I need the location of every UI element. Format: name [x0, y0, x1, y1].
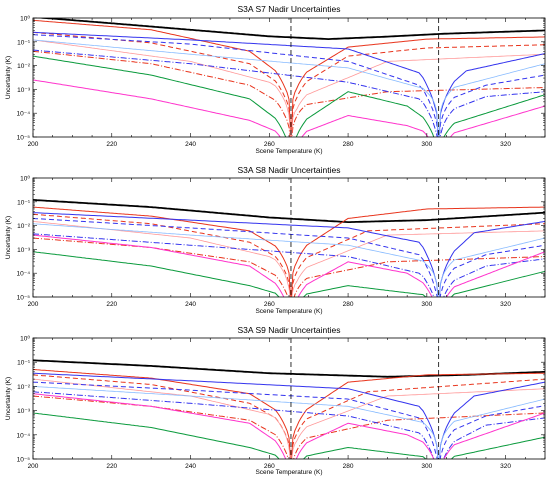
- chart-title: S3A S9 Nadir Uncertainties: [238, 325, 341, 335]
- x-tick-label: 200: [28, 463, 39, 470]
- x-tick-label: 220: [106, 301, 117, 308]
- x-tick-label: 240: [185, 463, 196, 470]
- series-line: [33, 199, 545, 223]
- x-tick-label: 240: [185, 301, 196, 308]
- y-tick-label: 10⁻³: [17, 247, 31, 254]
- y-tick-label: 10⁻⁴: [17, 432, 31, 439]
- x-axis-label: Scene Temperature (K): [255, 308, 322, 315]
- y-tick-label: 10⁰: [20, 175, 30, 183]
- x-tick-label: 320: [500, 141, 511, 148]
- y-tick-label: 10⁻⁴: [17, 271, 31, 278]
- y-tick-label: 10⁻³: [17, 87, 31, 94]
- series-group: [33, 199, 545, 297]
- series-line: [33, 251, 545, 297]
- series-line: [33, 223, 545, 297]
- x-tick-label: 260: [264, 463, 275, 470]
- series-line: [33, 18, 545, 41]
- y-tick-label: 10⁻¹: [17, 199, 31, 206]
- series-line: [33, 374, 545, 459]
- y-tick-label: 10⁻⁴: [17, 111, 31, 118]
- series-line: [33, 233, 545, 297]
- series-line: [33, 234, 545, 297]
- series-line: [33, 393, 545, 459]
- series-line: [33, 55, 545, 137]
- x-tick-label: 300: [421, 301, 432, 308]
- y-tick-label: 10⁻²: [17, 384, 31, 391]
- x-tick-label: 240: [185, 141, 196, 148]
- y-axis-label: Uncertainty (K): [5, 216, 12, 259]
- series-line: [33, 212, 545, 297]
- series-line: [33, 50, 545, 137]
- series-line: [33, 237, 545, 297]
- series-line: [33, 31, 545, 137]
- y-tick-label: 10⁻⁵: [17, 457, 31, 464]
- y-axis-label: Uncertainty (K): [5, 377, 12, 420]
- x-tick-label: 280: [343, 141, 354, 148]
- x-tick-label: 220: [106, 141, 117, 148]
- y-tick-label: 10⁻⁵: [17, 295, 31, 302]
- x-tick-label: 220: [106, 463, 117, 470]
- series-line: [33, 19, 545, 137]
- y-tick-label: 10⁰: [20, 15, 30, 23]
- series-line: [33, 34, 545, 137]
- y-tick-label: 10⁰: [20, 335, 30, 343]
- x-tick-label: 280: [343, 463, 354, 470]
- y-tick-label: 10⁻²: [17, 63, 31, 70]
- x-tick-label: 200: [28, 141, 39, 148]
- chart-title: S3A S8 Nadir Uncertainties: [238, 165, 341, 175]
- x-tick-label: 300: [421, 463, 432, 470]
- series-line: [33, 213, 545, 297]
- y-tick-label: 10⁻⁵: [17, 135, 31, 142]
- series-line: [33, 39, 545, 137]
- series-line: [33, 79, 545, 137]
- series-line: [33, 391, 545, 459]
- x-tick-label: 320: [500, 301, 511, 308]
- x-tick-label: 280: [343, 301, 354, 308]
- y-tick-label: 10⁻²: [17, 223, 31, 230]
- series-line: [33, 378, 545, 459]
- x-tick-label: 320: [500, 463, 511, 470]
- series-group: [33, 359, 545, 459]
- x-axis-label: Scene Temperature (K): [255, 148, 322, 155]
- y-tick-label: 10⁻³: [17, 408, 31, 415]
- x-tick-label: 200: [28, 301, 39, 308]
- series-line: [33, 221, 545, 297]
- chart-panel: S3A S7 Nadir Uncertainties Scene Temperat…: [5, 4, 546, 155]
- series-line: [33, 359, 545, 378]
- x-tick-label: 300: [421, 141, 432, 148]
- series-line: [33, 31, 545, 137]
- series-line: [33, 49, 545, 137]
- chart-title: S3A S7 Nadir Uncertainties: [238, 4, 341, 14]
- series-line: [33, 206, 545, 297]
- series-line: [33, 386, 545, 459]
- chart-panel: S3A S8 Nadir Uncertainties Scene Temperat…: [5, 165, 546, 315]
- series-line: [33, 372, 545, 459]
- series-line: [33, 412, 545, 459]
- series-group: [33, 18, 545, 137]
- series-line: [33, 39, 545, 137]
- series-line: [33, 369, 545, 459]
- y-tick-label: 10⁻¹: [17, 39, 31, 46]
- chart-panel: S3A S9 Nadir Uncertainties Scene Temperat…: [5, 325, 546, 476]
- series-line: [33, 217, 545, 297]
- series-line: [33, 395, 545, 459]
- series-line: [33, 381, 545, 459]
- x-tick-label: 260: [264, 301, 275, 308]
- x-axis-label: Scene Temperature (K): [255, 469, 322, 476]
- y-tick-label: 10⁻¹: [17, 360, 31, 367]
- x-tick-label: 260: [264, 141, 275, 148]
- y-axis-label: Uncertainty (K): [5, 56, 12, 99]
